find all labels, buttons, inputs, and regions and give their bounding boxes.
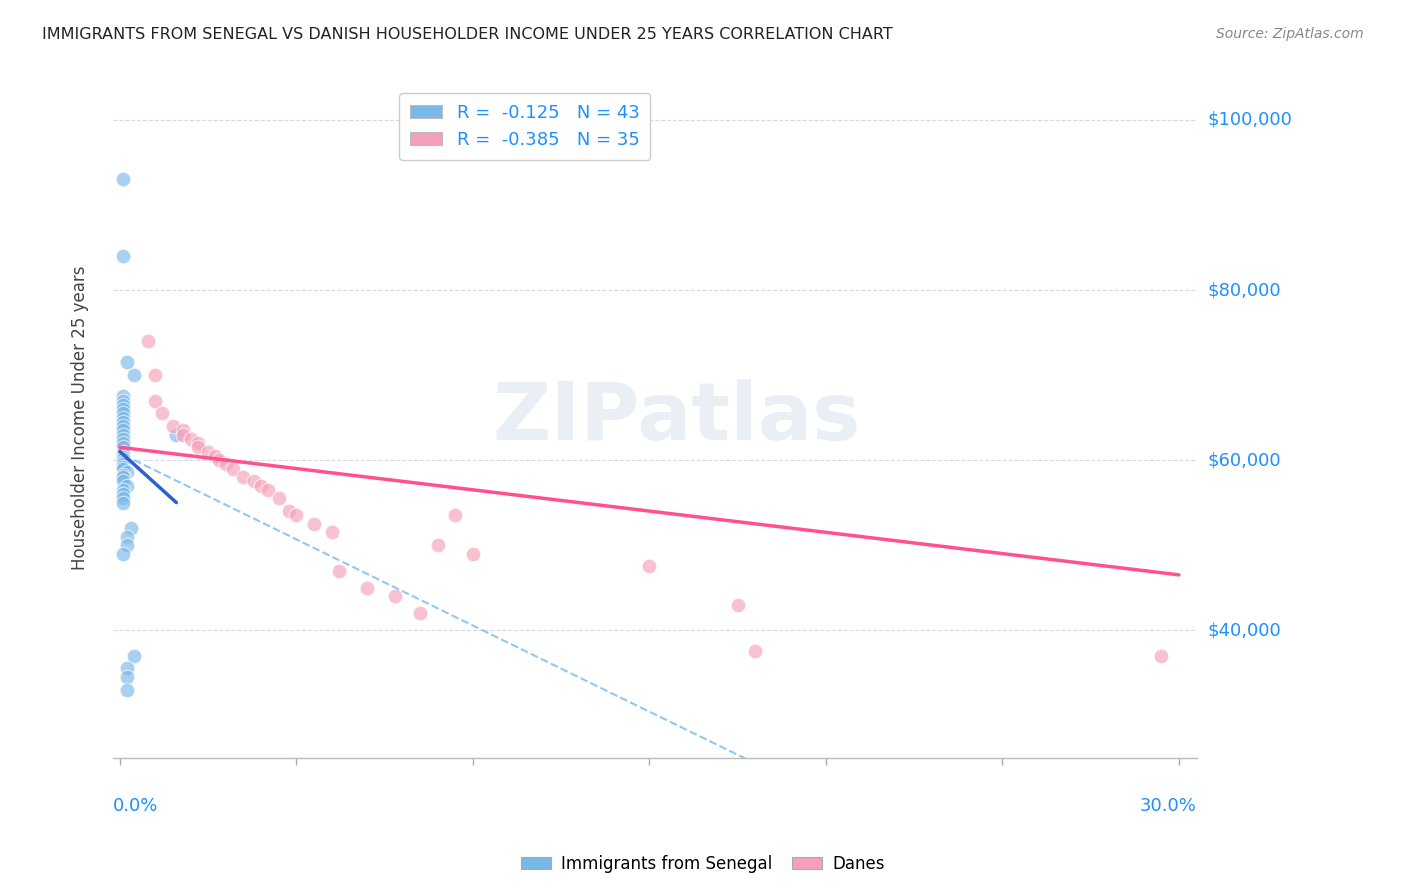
Point	[285, 508, 308, 523]
Text: $100,000: $100,000	[1208, 111, 1292, 129]
Point	[115, 682, 138, 697]
Point	[112, 436, 135, 450]
Text: $40,000: $40,000	[1208, 621, 1281, 640]
Point	[112, 444, 135, 458]
Point	[112, 458, 135, 472]
Point	[257, 483, 280, 497]
Point	[112, 475, 135, 489]
Point	[136, 334, 159, 348]
Point	[115, 661, 138, 675]
Point	[112, 452, 135, 467]
Point	[112, 172, 135, 186]
Point	[243, 475, 266, 489]
Point	[204, 449, 226, 463]
Point	[112, 547, 135, 561]
Point	[112, 406, 135, 420]
Point	[112, 487, 135, 501]
Point	[112, 450, 135, 464]
Text: 30.0%: 30.0%	[1140, 797, 1197, 814]
Point	[356, 581, 378, 595]
Point	[150, 406, 173, 420]
Point	[727, 598, 749, 612]
Point	[115, 355, 138, 369]
Point	[112, 455, 135, 469]
Point	[180, 432, 202, 446]
Point	[112, 459, 135, 474]
Legend: R =  -0.125   N = 43, R =  -0.385   N = 35: R = -0.125 N = 43, R = -0.385 N = 35	[399, 94, 651, 160]
Point	[112, 470, 135, 484]
Point	[426, 538, 449, 552]
Point	[384, 589, 406, 603]
Point	[112, 432, 135, 446]
Point	[143, 393, 166, 408]
Point	[115, 538, 138, 552]
Point	[744, 644, 766, 658]
Text: $80,000: $80,000	[1208, 281, 1281, 299]
Text: IMMIGRANTS FROM SENEGAL VS DANISH HOUSEHOLDER INCOME UNDER 25 YEARS CORRELATION : IMMIGRANTS FROM SENEGAL VS DANISH HOUSEH…	[42, 27, 893, 42]
Point	[461, 547, 484, 561]
Point	[172, 427, 194, 442]
Point	[638, 559, 661, 574]
Text: Source: ZipAtlas.com: Source: ZipAtlas.com	[1216, 27, 1364, 41]
Text: 0.0%: 0.0%	[112, 797, 159, 814]
Point	[112, 483, 135, 497]
Point	[215, 458, 238, 472]
Point	[115, 670, 138, 684]
Point	[112, 419, 135, 434]
Point	[112, 447, 135, 461]
Legend: Immigrants from Senegal, Danes: Immigrants from Senegal, Danes	[515, 848, 891, 880]
Point	[232, 470, 254, 484]
Point	[115, 478, 138, 492]
Point	[165, 427, 187, 442]
Point	[187, 440, 209, 454]
Point	[143, 368, 166, 382]
Point	[112, 389, 135, 403]
Point	[112, 491, 135, 506]
Point	[444, 508, 467, 523]
Point	[115, 465, 138, 479]
Point	[321, 525, 343, 540]
Point	[112, 423, 135, 437]
Point	[302, 516, 325, 531]
Point	[112, 398, 135, 412]
Point	[172, 423, 194, 437]
Point	[250, 478, 273, 492]
Point	[187, 436, 209, 450]
Point	[120, 521, 142, 535]
Point	[115, 530, 138, 544]
Point	[112, 427, 135, 442]
Point	[267, 491, 290, 506]
Point	[112, 462, 135, 476]
Point	[112, 249, 135, 263]
Point	[112, 467, 135, 482]
Text: $60,000: $60,000	[1208, 451, 1281, 469]
Point	[112, 393, 135, 408]
Text: ZIPatlas: ZIPatlas	[492, 378, 860, 457]
Point	[197, 444, 219, 458]
Point	[222, 461, 245, 475]
Point	[112, 415, 135, 429]
Point	[208, 453, 231, 467]
Point	[328, 564, 350, 578]
Point	[122, 648, 145, 663]
Point	[409, 606, 432, 620]
Point	[122, 368, 145, 382]
Point	[278, 504, 301, 518]
Point	[112, 440, 135, 454]
Point	[1150, 648, 1173, 663]
Y-axis label: Householder Income Under 25 years: Householder Income Under 25 years	[72, 265, 89, 570]
Point	[112, 495, 135, 509]
Point	[112, 410, 135, 425]
Point	[162, 419, 184, 434]
Point	[112, 402, 135, 417]
